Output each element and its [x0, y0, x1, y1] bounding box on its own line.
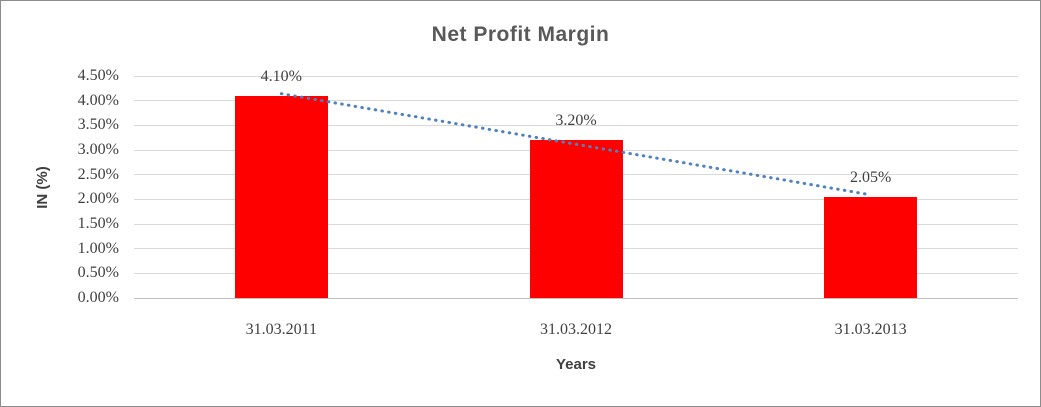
- y-axis-tick-label: 4.00%: [77, 91, 119, 109]
- data-label: 2.05%: [849, 168, 892, 186]
- bar-31.03.2011: [234, 95, 328, 298]
- gridline: [134, 75, 1018, 77]
- y-axis-tick-label: 0.50%: [77, 264, 119, 282]
- y-axis-tick-label: 2.50%: [77, 165, 119, 183]
- x-axis-title: Years: [555, 356, 597, 373]
- category-label: 31.03.2012: [540, 321, 612, 338]
- chart-title: Net Profit Margin: [431, 23, 610, 46]
- category-label: 31.03.2011: [245, 321, 318, 338]
- y-axis-tick-label: 2.00%: [77, 190, 119, 208]
- y-axis-tick-label: 0.00%: [77, 289, 119, 306]
- x-axis-line: [134, 297, 1018, 299]
- bar-31.03.2012: [529, 140, 623, 298]
- y-axis-tick-label: 3.00%: [77, 141, 119, 158]
- bar-31.03.2013: [824, 196, 918, 298]
- y-axis-tick-label: 4.50%: [77, 67, 119, 84]
- y-axis-tick-label: 3.50%: [77, 116, 119, 134]
- data-label: 4.10%: [260, 67, 302, 85]
- data-label: 3.20%: [555, 112, 597, 130]
- y-axis-tick-label: 1.00%: [77, 239, 119, 257]
- category-label: 31.03.2013: [834, 321, 907, 338]
- y-axis-tick-label: 1.50%: [77, 215, 119, 232]
